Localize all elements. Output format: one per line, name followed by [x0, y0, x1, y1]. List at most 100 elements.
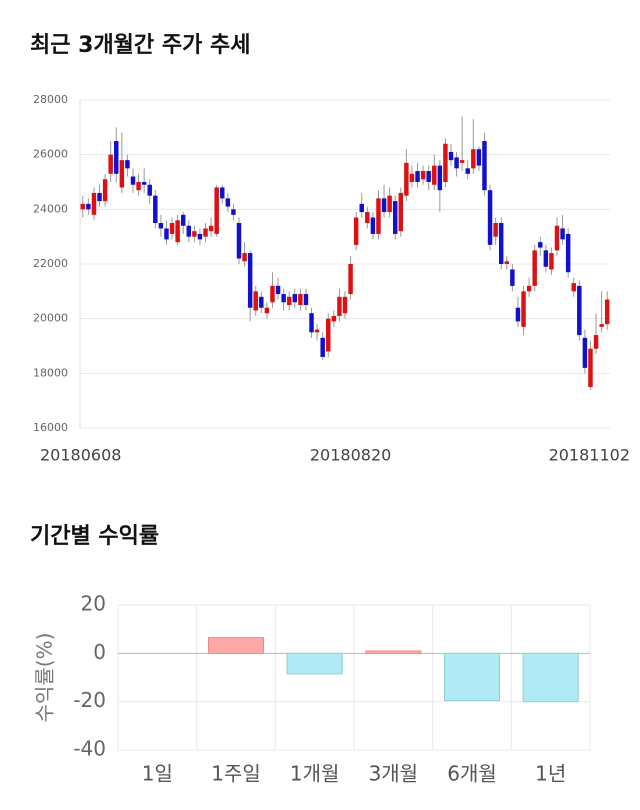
- candle-body: [270, 285, 275, 303]
- y-tick-label: 16000: [33, 421, 68, 434]
- candle-body: [286, 296, 292, 305]
- candle-body: [526, 285, 532, 292]
- candle-body: [259, 296, 264, 308]
- candle-body: [114, 141, 119, 174]
- candle-body: [275, 285, 281, 295]
- candle-body: [577, 285, 582, 336]
- candle-body: [471, 149, 476, 169]
- bar: [207, 637, 265, 654]
- candle-body: [136, 182, 141, 191]
- candle-body: [392, 201, 398, 234]
- y-tick-label: 28000: [33, 93, 68, 106]
- candle-body: [164, 228, 169, 240]
- candle-body: [459, 160, 465, 163]
- candle-body: [365, 212, 370, 223]
- candle-body: [225, 198, 231, 207]
- candle-body: [543, 250, 549, 267]
- y-tick-label: 0: [93, 640, 106, 664]
- y-tick-label: 24000: [33, 202, 68, 215]
- x-tick-label: 20181102: [549, 446, 630, 465]
- candle-body: [498, 223, 504, 264]
- x-tick-label: 1일: [142, 762, 173, 786]
- candle-body: [320, 337, 325, 357]
- candle-body: [175, 220, 180, 243]
- candle-body: [565, 233, 571, 273]
- candle-body: [180, 214, 186, 226]
- x-tick-label: 1개월: [290, 762, 340, 786]
- chart-title: 기간별 수익률: [30, 524, 159, 549]
- candle-body: [582, 337, 588, 368]
- y-tick-label: -40: [73, 737, 106, 761]
- candle-body: [337, 296, 342, 316]
- candle-body: [348, 264, 353, 295]
- candle-body: [476, 149, 482, 166]
- candle-body: [593, 335, 599, 349]
- candle-body: [314, 329, 320, 333]
- candle-body: [549, 253, 554, 270]
- candle-body: [253, 291, 258, 311]
- candle-body: [208, 225, 214, 232]
- candle-body: [493, 223, 498, 237]
- candle-body: [532, 250, 537, 286]
- candle-body: [515, 307, 521, 322]
- candle-body: [398, 192, 404, 232]
- candle-body: [169, 223, 175, 234]
- candle-body: [86, 203, 91, 210]
- candle-body: [292, 294, 298, 303]
- candle-body: [599, 324, 604, 327]
- y-tick-label: 22000: [33, 257, 68, 270]
- candle-body: [264, 307, 270, 314]
- candle-body: [482, 141, 487, 191]
- candle-body: [298, 294, 303, 305]
- candle-body: [387, 195, 392, 213]
- candle-body: [342, 296, 348, 314]
- y-axis-label: 수익률(%): [33, 633, 57, 723]
- x-tick-label: 20180820: [310, 446, 391, 465]
- candle-body: [604, 299, 610, 325]
- candle-body: [404, 162, 409, 196]
- candle-body: [432, 165, 437, 185]
- candle-body: [231, 209, 236, 215]
- bar: [286, 652, 343, 675]
- candle-body: [147, 184, 152, 196]
- candle-body: [420, 171, 426, 180]
- candle-body: [80, 203, 86, 210]
- candle-body: [281, 294, 286, 303]
- candle-body: [588, 348, 593, 387]
- candle-body: [153, 195, 158, 223]
- candle-body: [510, 269, 515, 286]
- candle-body: [443, 143, 448, 182]
- y-tick-label: 20000: [33, 312, 68, 325]
- candle-body: [538, 242, 543, 248]
- candle-body: [309, 313, 314, 333]
- candle-body: [220, 187, 225, 199]
- candle-body: [141, 182, 147, 185]
- candle-body: [448, 151, 454, 161]
- x-tick-label: 1년: [535, 762, 566, 786]
- candle-body: [487, 190, 493, 245]
- candle-body: [554, 225, 560, 251]
- x-tick-label: 6개월: [447, 762, 497, 786]
- bar: [365, 650, 422, 654]
- candle-body: [465, 168, 470, 174]
- candle-body: [571, 283, 576, 292]
- candle-body: [331, 315, 337, 322]
- candle-body: [91, 192, 97, 215]
- candle-body: [521, 291, 526, 327]
- candle-body: [125, 160, 130, 169]
- candle-body: [454, 157, 459, 169]
- candle-body: [376, 198, 381, 234]
- candle-body: [192, 231, 197, 237]
- chart-title: 최근 3개월간 주가 추세: [30, 33, 250, 58]
- candle-body: [97, 192, 102, 202]
- candle-body: [504, 261, 510, 264]
- candle-body: [108, 154, 113, 174]
- candle-body: [102, 179, 108, 202]
- candle-body: [158, 223, 164, 229]
- candle-body: [326, 318, 331, 352]
- y-tick-label: 26000: [33, 148, 68, 161]
- candle-body: [353, 217, 359, 245]
- bar: [522, 652, 579, 703]
- x-tick-label: 3개월: [369, 762, 419, 786]
